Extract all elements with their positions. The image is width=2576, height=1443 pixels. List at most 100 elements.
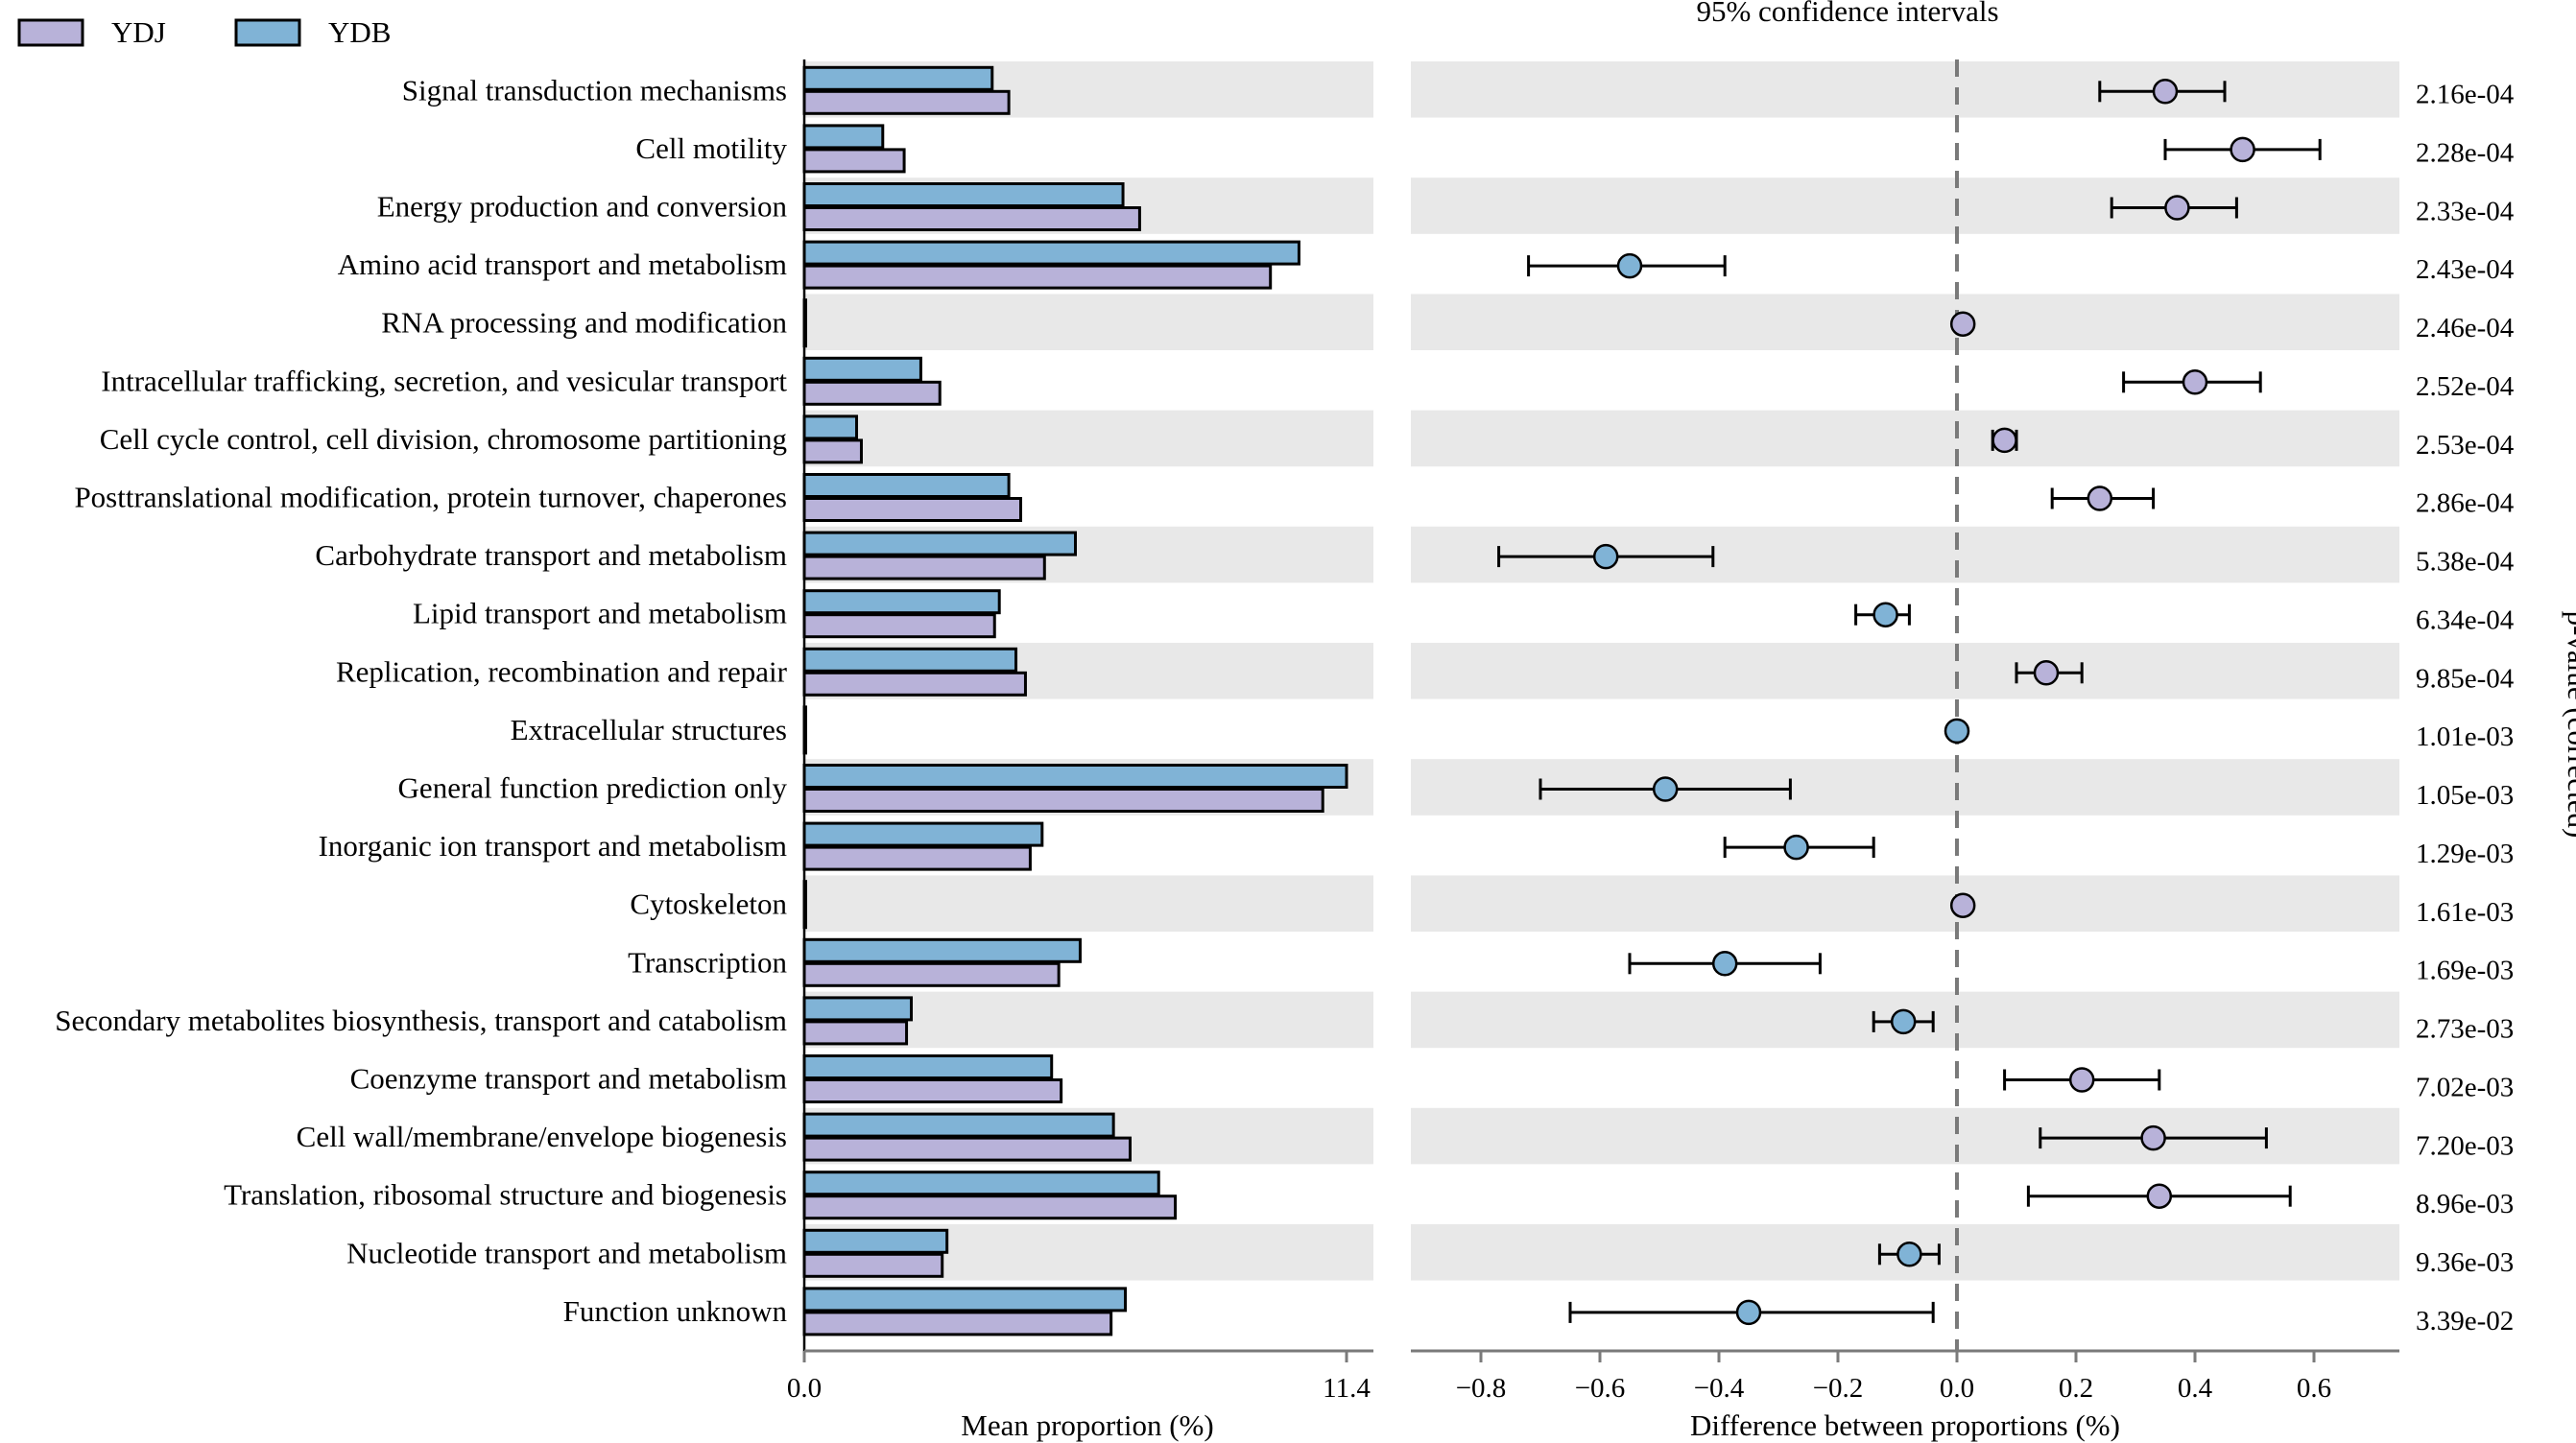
bar-ydb [802, 531, 1077, 556]
category-label: Amino acid transport and metabolism [338, 248, 787, 281]
pvalue-label: 1.61e-03 [2416, 897, 2514, 928]
pvalue-label: 8.96e-03 [2416, 1189, 2514, 1219]
right-tick-label: 0.0 [1940, 1373, 1974, 1404]
legend: YDJ YDB [17, 15, 391, 49]
row-band-left [804, 410, 1373, 467]
bar-ydj [802, 788, 1324, 813]
difference-point [1735, 1299, 1762, 1326]
category-label: Extracellular structures [511, 713, 787, 746]
difference-point [1592, 543, 1619, 570]
difference-point [2087, 485, 2113, 511]
bar-ydb [802, 821, 1044, 847]
row-band-right [1411, 1107, 2399, 1165]
right-tick-label: −0.2 [1813, 1373, 1864, 1404]
difference-point [2146, 1183, 2173, 1209]
right-tick-label: 0.2 [2059, 1373, 2093, 1404]
difference-point [2152, 79, 2179, 105]
pvalue-label: 1.69e-03 [2416, 956, 2514, 986]
category-label: Function unknown [563, 1294, 788, 1328]
pvalue-label: 2.46e-04 [2416, 313, 2515, 343]
category-label: Cytoskeleton [630, 887, 787, 921]
difference-point [1616, 252, 1643, 279]
bar-ydb [802, 356, 922, 382]
pvalue-label: 1.01e-03 [2416, 722, 2514, 752]
row-band-right [1411, 643, 2399, 699]
legend-swatch-ydj [17, 18, 84, 47]
right-tick-label: −0.8 [1456, 1373, 1507, 1404]
difference-point [1944, 718, 1970, 745]
row-band-right [1411, 759, 2399, 816]
category-label: Nucleotide transport and metabolism [346, 1236, 787, 1269]
bar-ydj [802, 961, 1061, 987]
category-label: Signal transduction mechanisms [402, 73, 787, 106]
bar-ydj [802, 89, 1011, 115]
difference-point [1783, 834, 1809, 861]
pvalue-label: 7.02e-03 [2416, 1072, 2514, 1102]
category-label: Intracellular trafficking, secretion, an… [101, 364, 787, 397]
category-label: Carbohydrate transport and metabolism [315, 538, 787, 572]
bar-ydb [802, 1228, 949, 1254]
row-band-right [1411, 177, 2399, 234]
category-label: Coenzyme transport and metabolism [350, 1062, 787, 1096]
bar-ydb [802, 1287, 1128, 1313]
pvalue-axis-title: p-value (corrected) [2562, 611, 2576, 839]
right-tick-label: −0.6 [1575, 1373, 1626, 1404]
category-label: Secondary metabolites biosynthesis, tran… [55, 1004, 787, 1037]
difference-point [1890, 1008, 1917, 1035]
row-band-right [1411, 875, 2399, 932]
bar-ydb [802, 647, 1018, 673]
difference-point [2182, 369, 2208, 395]
bar-ydb [802, 1054, 1054, 1079]
pvalue-label: 2.73e-03 [2416, 1014, 2514, 1045]
category-label: Transcription [628, 945, 787, 979]
bar-ydb [802, 1112, 1115, 1138]
bar-ydb [802, 937, 1082, 963]
bar-ydb [802, 65, 994, 91]
difference-point [2230, 136, 2255, 163]
difference-point [1896, 1242, 1922, 1267]
bar-ydj [802, 1311, 1113, 1337]
difference-point [1652, 776, 1679, 802]
legend-label-ydj: YDJ [111, 15, 166, 49]
category-label: Cell wall/membrane/envelope biogenesis [297, 1120, 787, 1153]
pvalue-label: 9.36e-03 [2416, 1247, 2514, 1278]
pvalue-label: 2.28e-04 [2416, 137, 2515, 168]
bar-ydj [802, 1195, 1178, 1220]
pvalue-label: 1.29e-03 [2416, 839, 2514, 869]
row-band-right [1411, 410, 2399, 467]
left-tick-label: 0.0 [787, 1373, 822, 1404]
row-band-left [804, 875, 1373, 932]
bar-ydb [802, 589, 1001, 615]
left-panel: Signal transduction mechanisms Cell motil… [55, 65, 1348, 1337]
difference-point [2140, 1124, 2166, 1151]
left-x-axis-title: Mean proportion (%) [961, 1408, 1213, 1442]
category-label: General function prediction only [398, 771, 788, 805]
row-band-right [1411, 526, 2399, 583]
difference-point [2068, 1067, 2095, 1093]
bar-ydj [802, 438, 863, 464]
left-tick-label: 11.4 [1323, 1373, 1371, 1404]
difference-point [1949, 311, 1976, 337]
category-label: Replication, recombination and repair [336, 654, 788, 688]
bar-ydj [802, 148, 906, 174]
bar-ydj [802, 206, 1141, 231]
difference-point [1711, 951, 1738, 977]
difference-point [1949, 892, 1976, 918]
pvalue-column: 2.16e-04 2.28e-04 2.33e-04 2.43e-04 2.46e-04… [2416, 80, 2515, 1337]
bar-ydb [802, 996, 914, 1022]
pvalue-label: 2.43e-04 [2416, 254, 2515, 285]
category-label: Lipid transport and metabolism [413, 597, 787, 630]
category-label: Posttranslational modification, protein … [74, 481, 787, 514]
pvalue-label: 2.86e-04 [2416, 488, 2515, 519]
bar-ydj [802, 1020, 909, 1046]
bar-ydj [802, 380, 942, 406]
bar-ydb [802, 182, 1125, 207]
right-tick-label: −0.4 [1694, 1373, 1745, 1404]
difference-point [1872, 602, 1898, 627]
category-label: Cell motility [635, 131, 787, 165]
pvalue-label: 6.34e-04 [2416, 604, 2515, 635]
row-band-right [1411, 61, 2399, 118]
bar-ydj [802, 1252, 944, 1278]
legend-swatch-ydb [234, 18, 301, 47]
